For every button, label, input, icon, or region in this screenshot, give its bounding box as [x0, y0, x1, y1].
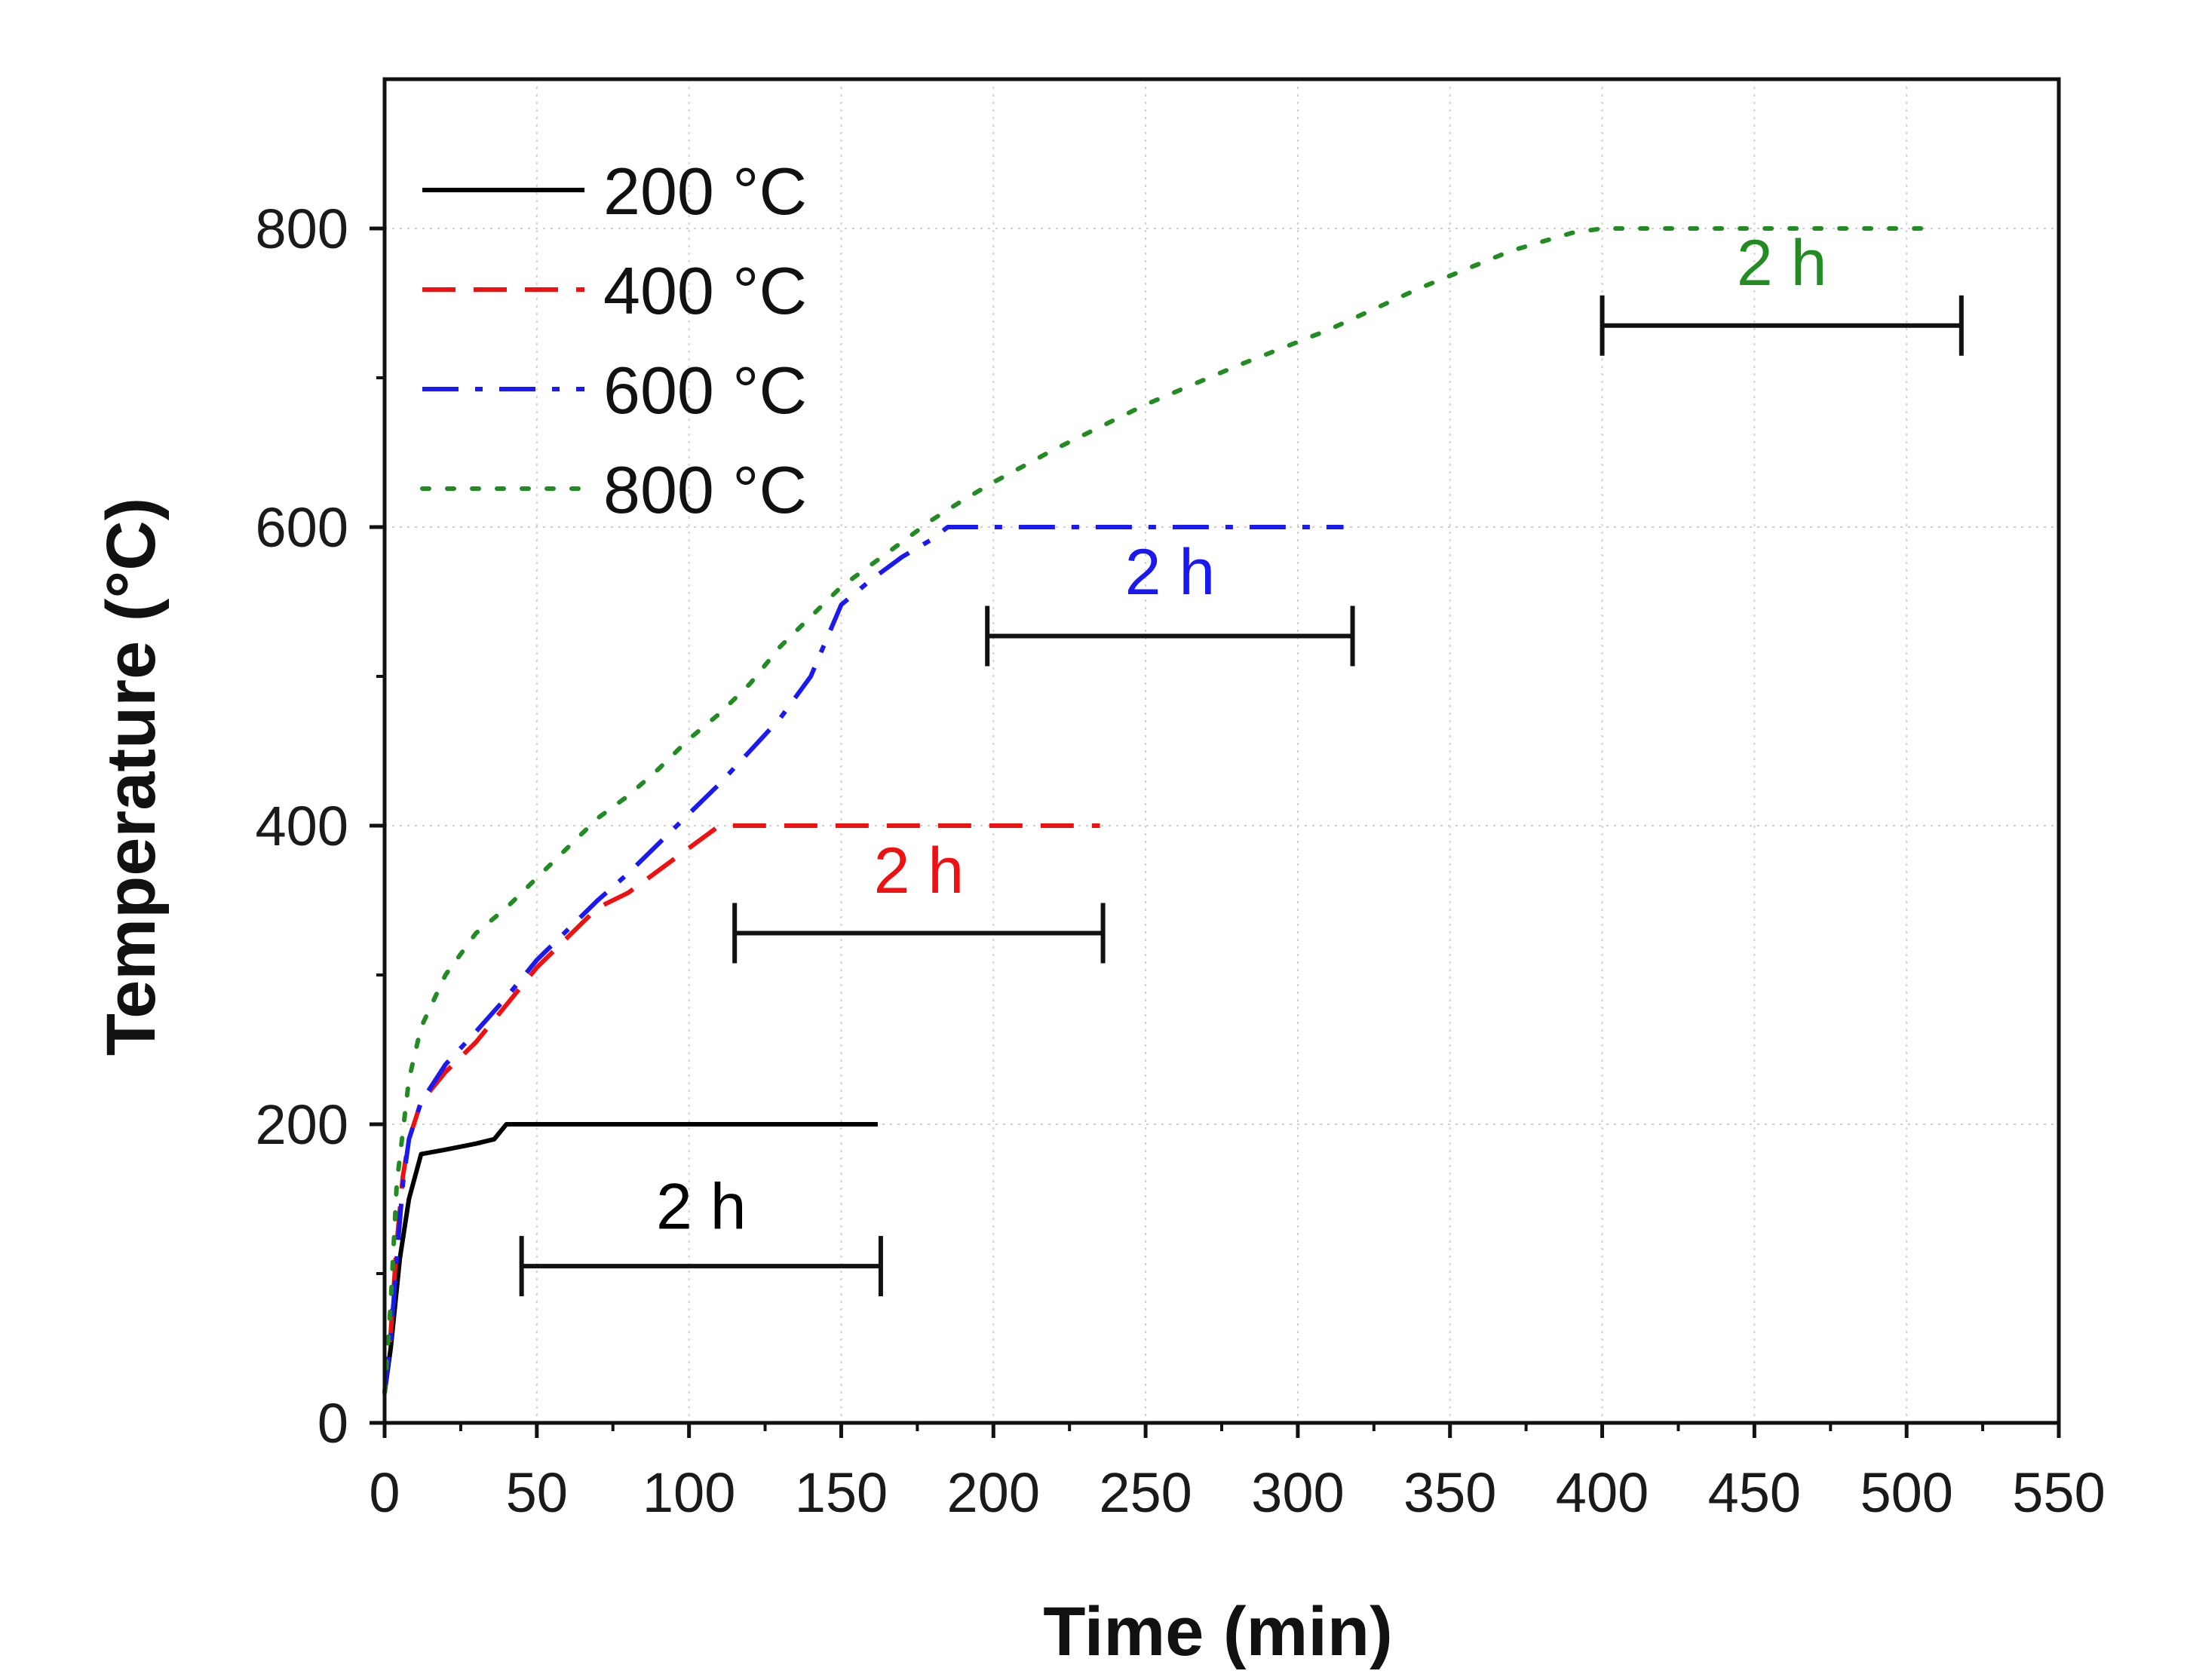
legend: 200 °C 400 °C 600 °C 800 °C: [420, 154, 807, 527]
x-tick-label: 450: [1708, 1461, 1801, 1524]
x-tick-label: 300: [1251, 1461, 1344, 1524]
duration-label: 2 h: [656, 1171, 747, 1243]
x-tick-label: 200: [947, 1461, 1040, 1524]
series-line-600c: [382, 525, 1344, 1393]
x-tick-label: 100: [643, 1461, 735, 1524]
x-tick-label: 50: [506, 1461, 568, 1524]
y-tick-label: 600: [256, 496, 348, 559]
y-tick-label: 400: [256, 795, 348, 857]
x-tick-label: 500: [1860, 1461, 1952, 1524]
legend-label: 600 °C: [603, 353, 807, 428]
series-line-800c: [382, 226, 1940, 1396]
x-tick-label: 250: [1099, 1461, 1192, 1524]
y-tick-label: 0: [317, 1392, 348, 1455]
x-tick-label: 150: [795, 1461, 888, 1524]
x-tick-label: 0: [369, 1461, 400, 1524]
legend-label: 800 °C: [603, 452, 807, 527]
annotation-layer: 2 h 2 h 2 h 2 h: [519, 227, 1964, 1297]
duration-label: 2 h: [1125, 536, 1216, 609]
series-layer: [382, 226, 1940, 1396]
y-tick-label: 200: [256, 1093, 348, 1156]
y-tick-label: 800: [256, 198, 348, 260]
legend-label: 400 °C: [603, 253, 807, 328]
y-axis-title: Temperature (°C): [93, 498, 170, 1056]
axis-layer: 0 50 100 150 200 250 300 350 400 450 500 550 0 200 400…: [256, 77, 2106, 1524]
duration-label: 2 h: [1737, 227, 1827, 299]
series-line-200c: [382, 1122, 878, 1393]
series-line-400c: [382, 823, 1100, 1393]
duration-label: 2 h: [874, 835, 965, 907]
grid-layer: [385, 79, 2059, 1423]
legend-label: 200 °C: [603, 154, 807, 228]
x-tick-label: 400: [1556, 1461, 1649, 1524]
x-tick-label: 550: [2012, 1461, 2105, 1524]
x-axis-title: Time (min): [1043, 1593, 1392, 1670]
x-tick-label: 350: [1403, 1461, 1496, 1524]
